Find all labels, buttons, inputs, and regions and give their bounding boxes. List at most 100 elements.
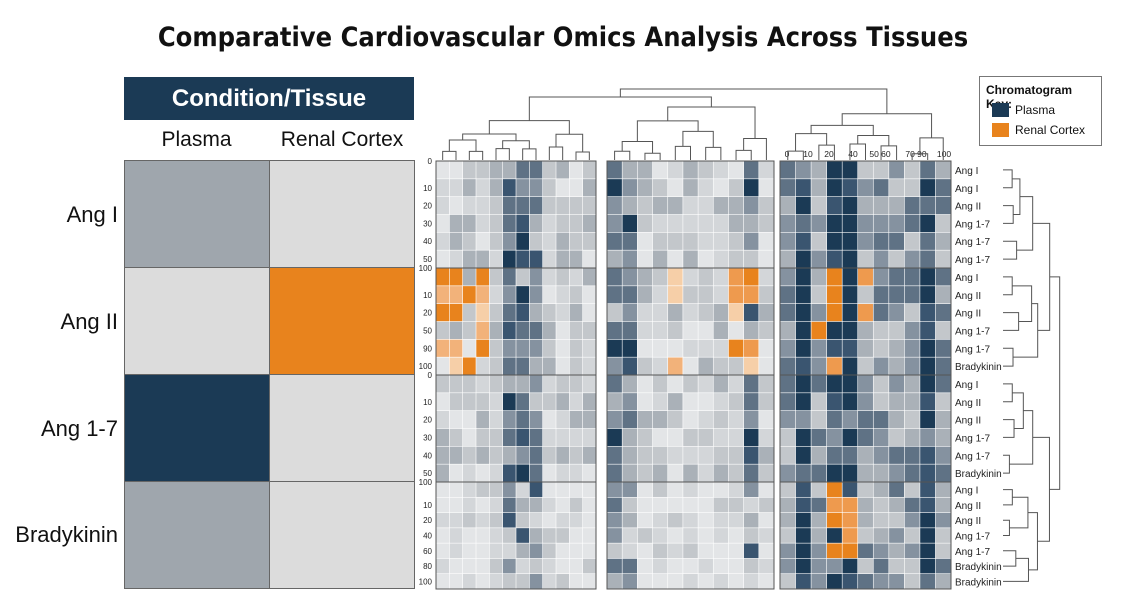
heatmap-cell [888,573,905,590]
heatmap-cell [621,446,638,465]
heatmap-cell [758,446,775,465]
heatmap-cell [779,558,797,575]
heatmap-cell [779,410,797,430]
heatmap-cell [462,410,477,430]
heatmap-cell [621,214,638,233]
heatmap-cell [449,392,464,412]
condition-cell [270,267,414,374]
heatmap-cell [935,512,952,529]
heatmap-cell [582,558,597,575]
heatmap-cell [743,463,760,483]
heatmap-cell [667,496,684,514]
dendrogram-branch [522,148,537,160]
heatmap-cell [795,160,812,180]
heatmap-cell [810,303,828,323]
dendrogram-branch [1009,410,1034,465]
heatmap-cell [489,527,504,544]
heatmap-cell [904,446,921,465]
heatmap-cell [857,542,874,560]
heatmap-cell [489,446,504,465]
heatmap-cell [758,356,775,376]
heatmap-cell [542,558,557,575]
heatmap-cell [841,196,859,216]
heatmap-cell [810,321,828,340]
heatmap-cell [652,392,669,412]
heatmap-cell [515,428,530,447]
row-label: Ang II [955,416,981,427]
heatmap-cell [779,446,797,465]
heatmap-cell [712,339,730,358]
heatmap-cell [810,356,828,376]
heatmap-cell [606,527,623,544]
heatmap-cell [857,356,874,376]
heatmap-cell [872,527,890,544]
heatmap-cell [758,512,775,529]
heatmap-cell [606,374,623,394]
heatmap-cell [569,374,584,394]
heatmap-cell [489,285,504,305]
heatmap-cell [449,196,464,216]
heatmap-cell [841,214,859,233]
dendrogram-branch [1009,496,1029,529]
dendrogram-branch [795,133,828,152]
heatmap-cell [606,481,623,498]
heatmap-cell [857,160,874,180]
heatmap-cell [810,249,828,269]
heatmap-cell [826,542,843,560]
heatmap-cell [779,196,797,216]
heatmap-cell [529,392,544,412]
heatmap-cell [810,374,828,394]
heatmap-cell [582,196,597,216]
dendrogram-branch [674,145,691,160]
heatmap-cell [888,446,905,465]
heatmap-cell [475,496,490,514]
heatmap-cell [475,392,490,412]
heatmap-cell [555,196,570,216]
heatmap-cell [489,410,504,430]
heatmap-cell [435,542,450,560]
heatmap-cell [758,196,775,216]
heatmap-cell [810,410,828,430]
row-axis-tick: 20 [423,416,432,425]
heatmap-cell [502,392,517,412]
heatmap-cell [502,573,517,590]
column-header-renal-cortex: Renal Cortex [280,128,404,151]
heatmap-cell [935,232,952,251]
heatmap-cell [515,446,530,465]
heatmap-cell [904,558,921,575]
heatmap-cell [712,527,730,544]
heatmap-cell [475,374,490,394]
heatmap-cell [449,267,464,287]
heatmap-cell [682,232,699,251]
heatmap-cell [475,267,490,287]
heatmap-cell [743,446,760,465]
heatmap-cell [841,249,859,269]
heatmap-cell [606,339,623,358]
heatmap-cell [435,374,450,394]
heatmap-cell [489,321,504,340]
heatmap-cell [904,178,921,198]
heatmap-cell [682,356,699,376]
heatmap-cell [542,410,557,430]
heatmap-cell [435,392,450,412]
heatmap-cell [841,463,859,483]
heatmap-cell [826,339,843,358]
heatmap-cell [449,374,464,394]
heatmap-cell [779,285,797,305]
heatmap-cell [435,496,450,514]
heatmap-cell [779,496,797,514]
heatmap-cell [697,321,714,340]
heatmap-cell [555,321,570,340]
heatmap-cell [826,303,843,323]
heatmap-cell [728,339,745,358]
heatmap-cell [569,285,584,305]
heatmap-cell [919,196,937,216]
dendrogram-branch [1003,489,1013,506]
heatmap-cell [652,558,669,575]
heatmap-cell [449,214,464,233]
heatmap-cell [489,558,504,575]
heatmap-cell [449,249,464,269]
heatmap-cell [857,558,874,575]
heatmap-cell [555,410,570,430]
heatmap-cell [637,463,654,483]
